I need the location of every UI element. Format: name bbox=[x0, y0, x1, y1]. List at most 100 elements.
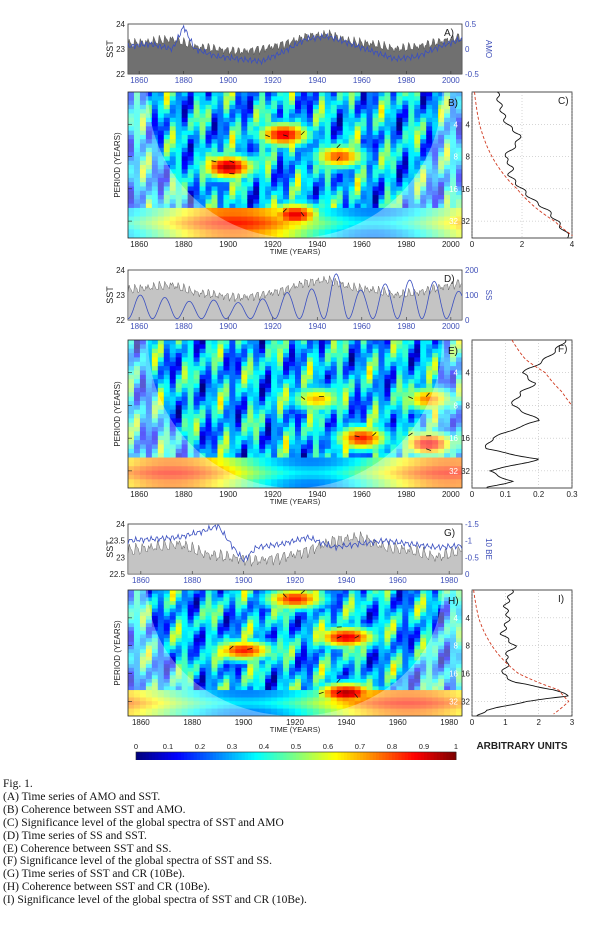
coherence-cell bbox=[265, 117, 272, 123]
coherence-cell bbox=[145, 152, 153, 157]
coherence-cell bbox=[372, 104, 379, 110]
coherence-cell bbox=[456, 440, 462, 445]
coherence-cell bbox=[366, 109, 373, 114]
coherence-cell bbox=[151, 216, 159, 222]
coherence-cell bbox=[408, 225, 415, 230]
coherence-cell bbox=[271, 682, 278, 687]
coherence-cell bbox=[187, 96, 194, 101]
coherence-cell bbox=[402, 134, 409, 140]
phase-arrow bbox=[211, 160, 217, 163]
x-tick-label: 1920 bbox=[286, 576, 304, 585]
coherence-cell bbox=[342, 233, 350, 238]
coherence-cell bbox=[456, 422, 462, 428]
coherence-cell bbox=[289, 431, 296, 437]
coherence-cell bbox=[253, 701, 260, 706]
coherence-cell bbox=[187, 453, 194, 458]
coherence-cell bbox=[175, 590, 183, 595]
coherence-cell bbox=[295, 664, 302, 669]
coherence-cell bbox=[300, 139, 308, 144]
coherence-cell bbox=[324, 418, 332, 424]
coherence-cell bbox=[438, 100, 445, 106]
coherence-cell bbox=[157, 638, 165, 643]
coherence-cell bbox=[354, 344, 361, 350]
coherence-cell bbox=[175, 104, 183, 110]
coherence-cell bbox=[312, 104, 320, 110]
coherence-cell bbox=[300, 182, 308, 187]
coherence-cell bbox=[360, 344, 367, 350]
coherence-cell bbox=[265, 96, 272, 101]
phase-arrow bbox=[336, 156, 341, 161]
x-tick-label: 2000 bbox=[442, 490, 460, 499]
coherence-cell bbox=[253, 440, 260, 445]
coherence-cell bbox=[289, 422, 296, 428]
coherence-cell bbox=[163, 370, 171, 376]
coherence-cell bbox=[223, 396, 230, 402]
coherence-cell bbox=[151, 641, 159, 646]
coherence-cell bbox=[289, 139, 296, 144]
coherence-cell bbox=[241, 414, 248, 419]
coherence-cell bbox=[402, 440, 409, 445]
coherence-cell bbox=[175, 143, 183, 149]
coherence-cell bbox=[247, 601, 254, 606]
coherence-cell bbox=[241, 466, 248, 471]
coherence-cell bbox=[384, 479, 391, 485]
coherence-cell bbox=[378, 422, 385, 428]
coherence-cell bbox=[342, 340, 350, 345]
coherence-cell bbox=[241, 165, 248, 170]
coherence-cell bbox=[295, 453, 302, 458]
coherence-cell bbox=[139, 396, 147, 402]
coherence-cell bbox=[205, 366, 212, 371]
phase-arrow bbox=[425, 392, 430, 397]
coherence-cell bbox=[157, 212, 165, 217]
coherence-cell bbox=[306, 100, 314, 106]
coherence-cell bbox=[187, 414, 194, 419]
coherence-cell bbox=[128, 117, 135, 123]
coherence-cell bbox=[330, 152, 338, 157]
coherence-cell bbox=[139, 604, 147, 609]
coherence-cell bbox=[283, 143, 290, 149]
coherence-cell bbox=[259, 100, 266, 106]
coherence-cell bbox=[271, 608, 278, 613]
coherence-cell bbox=[318, 233, 326, 238]
coherence-cell bbox=[265, 199, 272, 205]
coherence-cell bbox=[277, 414, 284, 419]
coherence-cell bbox=[157, 435, 165, 441]
coherence-cell bbox=[318, 470, 326, 476]
coherence-cell bbox=[295, 104, 302, 110]
coherence-cell bbox=[145, 348, 153, 354]
coherence-cell bbox=[295, 186, 302, 192]
coherence-cell bbox=[175, 216, 183, 222]
coherence-cell bbox=[432, 134, 439, 140]
coherence-cell bbox=[151, 664, 159, 669]
coherence-cell bbox=[217, 483, 224, 488]
coherence-cell bbox=[450, 122, 457, 127]
coherence-cell bbox=[163, 474, 171, 480]
coherence-cell bbox=[169, 387, 177, 393]
coherence-cell bbox=[456, 199, 462, 205]
coherence-cell bbox=[271, 186, 278, 192]
coherence-cell bbox=[330, 126, 338, 132]
coherence-cell bbox=[408, 147, 415, 153]
coherence-cell bbox=[390, 195, 397, 200]
coherence-cell bbox=[265, 448, 272, 454]
coherence-cell bbox=[426, 392, 433, 397]
coherence-cell bbox=[139, 479, 147, 485]
coherence-cell bbox=[193, 409, 200, 415]
coherence-cell bbox=[289, 656, 296, 661]
coherence-cell bbox=[223, 448, 230, 454]
coherence-cell bbox=[193, 134, 200, 140]
coherence-cell bbox=[205, 712, 212, 716]
coherence-cell bbox=[265, 678, 272, 684]
coherence-cell bbox=[289, 156, 296, 162]
coherence-cell bbox=[259, 653, 266, 658]
coherence-cell bbox=[163, 139, 171, 144]
coherence-cell bbox=[133, 435, 141, 441]
coherence-cell bbox=[217, 653, 224, 658]
coherence-cell bbox=[283, 690, 290, 695]
coherence-cell bbox=[438, 122, 445, 127]
coherence-cell bbox=[283, 212, 290, 217]
coherence-cell bbox=[318, 117, 326, 123]
coherence-cell bbox=[235, 233, 242, 238]
coherence-cell bbox=[336, 220, 344, 226]
coherence-cell bbox=[289, 134, 296, 140]
